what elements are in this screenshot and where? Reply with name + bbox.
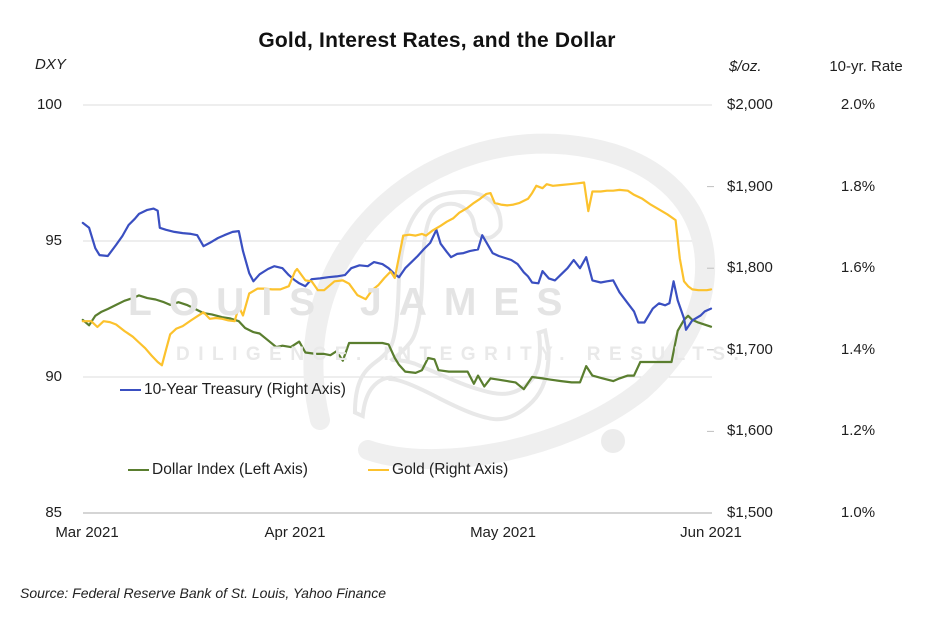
rate-tick-1.2: 1.2%	[840, 422, 876, 440]
watermark-script-letter: ℒ	[345, 137, 561, 486]
series-line-rate	[81, 207, 713, 331]
left-tick-100: 100	[36, 96, 62, 113]
rate-tick-1.6: 1.6%	[840, 259, 876, 277]
rate-tick-1.8: 1.8%	[840, 177, 876, 195]
x-tick-apr-2021: Apr 2021	[264, 524, 326, 541]
treasury-line-swatch	[120, 388, 141, 392]
watermark-text-1: LOUIS JAMES	[128, 281, 580, 324]
left-axis-header: DXY	[35, 56, 66, 73]
legend-label-dollar-index: Dollar Index (Left Axis)	[152, 461, 308, 478]
gold-tick-2000: $2,000	[727, 96, 773, 113]
x-tick-jun-2021: Jun 2021	[680, 524, 742, 541]
left-tick-95: 95	[45, 232, 62, 249]
legend-item-dollar-index: Dollar Index (Left Axis)	[128, 461, 308, 479]
watermark-swoosh: ℒ	[303, 133, 715, 488]
legend-label-treasury: 10-Year Treasury (Right Axis)	[144, 381, 346, 398]
gold-tick-1900: $1,900	[727, 177, 773, 195]
chart-title: Gold, Interest Rates, and the Dollar	[258, 29, 616, 52]
left-tick-90: 90	[45, 368, 62, 385]
series-layer	[81, 181, 713, 391]
rate-tick-1: 1.0%	[840, 504, 876, 521]
rate-axis-header: 10-yr. Rate	[829, 58, 903, 75]
x-tick-may-2021: May 2021	[470, 524, 536, 541]
gold-tick-1500: $1,500	[727, 504, 773, 521]
gold-tick-1800: $1,800	[727, 259, 773, 277]
series-line-usd	[81, 181, 713, 367]
legend-item-gold: Gold (Right Axis)	[368, 461, 508, 479]
series-line-dxy	[81, 294, 713, 391]
rate-tick-2: 2.0%	[840, 96, 876, 113]
gold-axis-header: $/oz.	[729, 58, 762, 75]
gridlines-layer	[83, 104, 712, 514]
right-minor-ticks	[707, 186, 714, 432]
gold-tick-1700: $1,700	[727, 340, 773, 358]
legend-label-gold: Gold (Right Axis)	[392, 461, 509, 478]
dollar-index-line-swatch	[128, 468, 149, 472]
gold-line-swatch	[368, 468, 389, 472]
rate-tick-1.4: 1.4%	[840, 340, 876, 358]
legend-item-treasury: 10-Year Treasury (Right Axis)	[120, 381, 346, 399]
left-tick-85: 85	[45, 504, 62, 521]
gold-tick-1600: $1,600	[727, 422, 773, 440]
source-note: Source: Federal Reserve Bank of St. Loui…	[20, 585, 387, 601]
x-tick-mar-2021: Mar 2021	[55, 524, 119, 541]
watermark-text-2: DILIGENCE. INTEGRITY. RESULTS.	[176, 344, 748, 365]
